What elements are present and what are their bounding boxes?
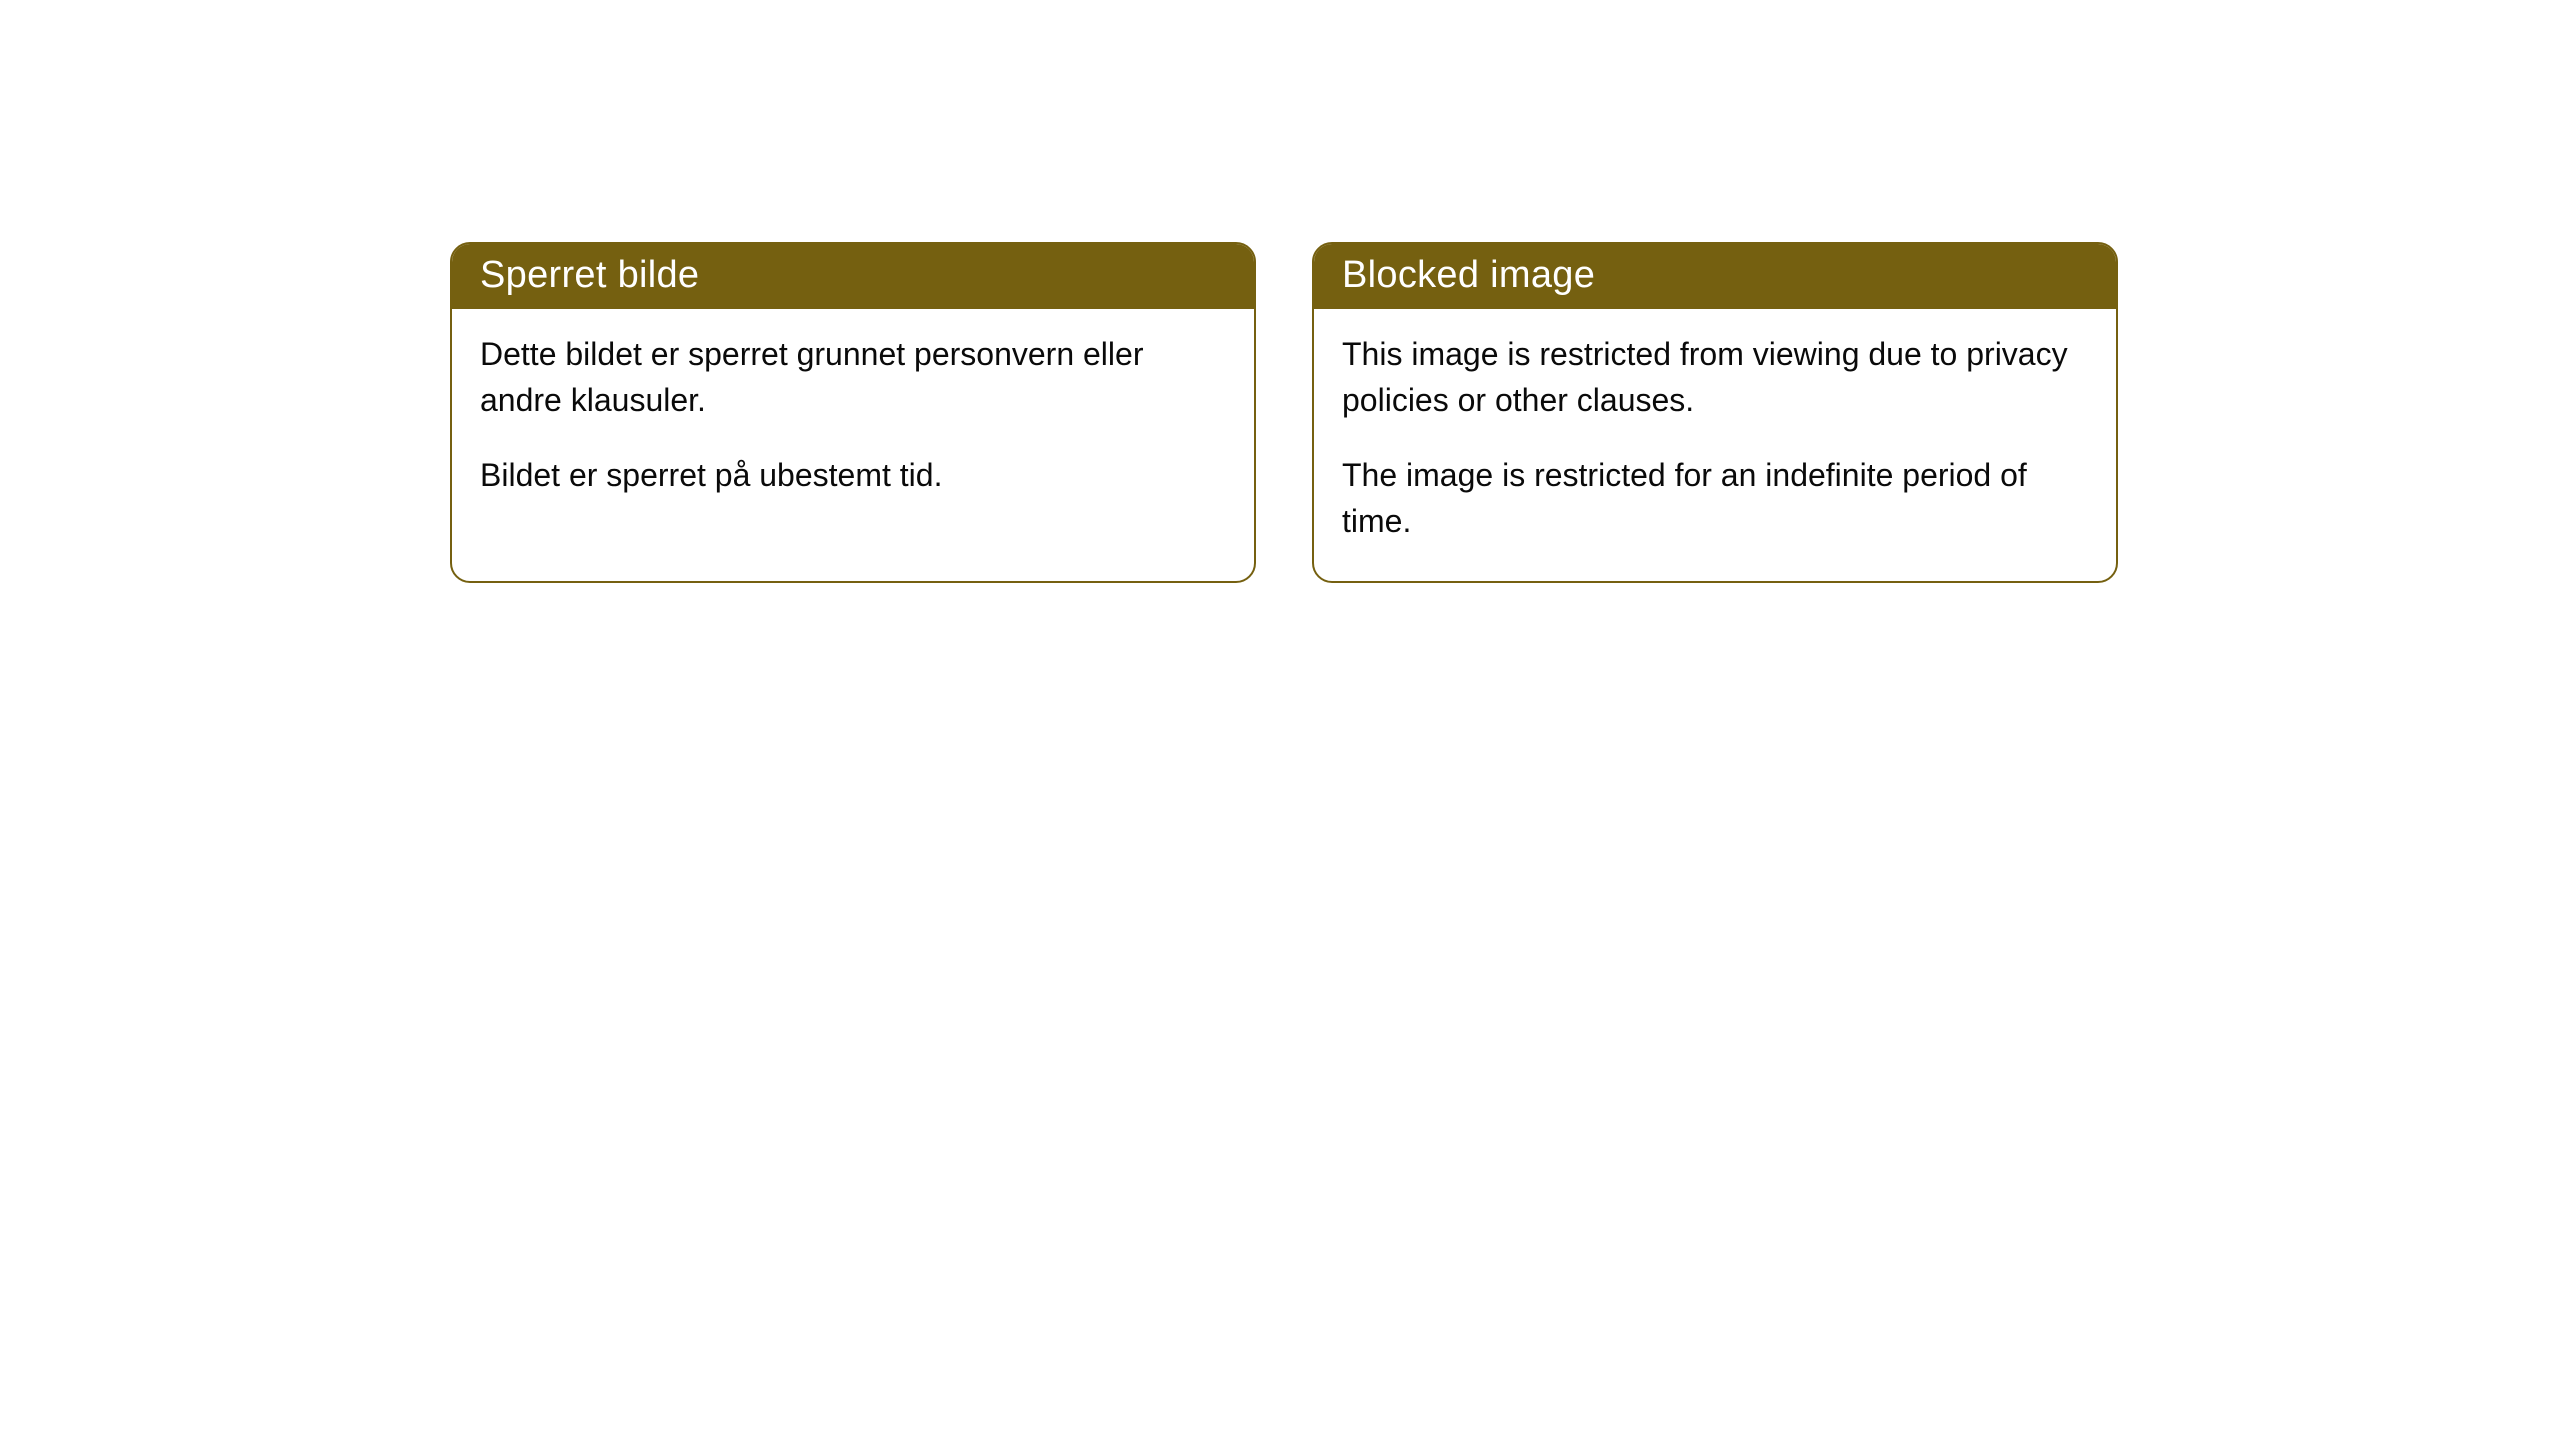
notice-body: Dette bildet er sperret grunnet personve… — [452, 309, 1254, 534]
notice-header: Blocked image — [1314, 244, 2116, 309]
notice-card-norwegian: Sperret bilde Dette bildet er sperret gr… — [450, 242, 1256, 583]
notice-text-duration: The image is restricted for an indefinit… — [1342, 452, 2088, 545]
notice-text-reason: Dette bildet er sperret grunnet personve… — [480, 331, 1226, 424]
notice-card-english: Blocked image This image is restricted f… — [1312, 242, 2118, 583]
notice-body: This image is restricted from viewing du… — [1314, 309, 2116, 581]
notice-text-duration: Bildet er sperret på ubestemt tid. — [480, 452, 1226, 498]
notice-container: Sperret bilde Dette bildet er sperret gr… — [450, 242, 2118, 583]
notice-text-reason: This image is restricted from viewing du… — [1342, 331, 2088, 424]
notice-header: Sperret bilde — [452, 244, 1254, 309]
